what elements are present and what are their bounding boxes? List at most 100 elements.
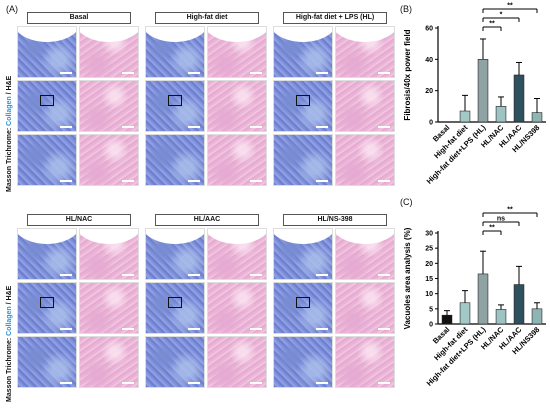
panel-a-letter: (A) <box>6 4 18 14</box>
masson-trichrome-tile <box>273 26 333 78</box>
he-stain-tile <box>335 336 395 388</box>
masson-trichrome-tile <box>273 336 333 388</box>
zoom-region-box <box>296 95 310 106</box>
group-header: Basal <box>27 12 131 24</box>
y-tick-label: 5 <box>429 306 433 313</box>
masson-trichrome-tile <box>17 336 77 388</box>
group-header: HL/NAC <box>27 214 131 226</box>
bar <box>477 59 489 123</box>
scale-bar <box>378 126 390 128</box>
masson-trichrome-tile <box>17 134 77 186</box>
zoom-region-box <box>296 297 310 308</box>
significance-label: ** <box>489 225 495 232</box>
bar <box>531 308 543 325</box>
scale-bar <box>60 180 72 182</box>
scale-bar <box>250 274 262 276</box>
scale-bar <box>316 126 328 128</box>
y-axis-label: Fibrosis/40x power field <box>403 29 412 120</box>
zoom-region-box <box>168 95 182 106</box>
masson-trichrome-tile <box>17 80 77 132</box>
y-tick-label: 40 <box>425 57 433 64</box>
he-stain-tile <box>207 228 267 280</box>
he-stain-tile <box>207 80 267 132</box>
masson-trichrome-tile <box>145 26 205 78</box>
panel-a-row-label-bottom: Masson Trichrome: Collagen / H&E <box>6 285 13 402</box>
bar <box>513 284 525 325</box>
scale-bar <box>60 328 72 330</box>
scale-bar <box>60 72 72 74</box>
masson-trichrome-tile <box>273 134 333 186</box>
he-stain-tile <box>79 228 139 280</box>
he-stain-tile <box>335 282 395 334</box>
he-stain-tile <box>335 228 395 280</box>
he-stain-tile <box>335 134 395 186</box>
scale-bar <box>188 180 200 182</box>
scale-bar <box>122 72 134 74</box>
bar <box>459 110 471 123</box>
scale-bar <box>250 328 262 330</box>
scale-bar <box>188 328 200 330</box>
scale-bar <box>188 382 200 384</box>
scale-bar <box>250 180 262 182</box>
significance-label: * <box>500 12 503 19</box>
panel-c-letter: (C) <box>400 197 413 207</box>
scale-bar <box>60 274 72 276</box>
significance-label: ns <box>497 216 505 223</box>
scale-bar <box>122 382 134 384</box>
scale-bar <box>188 126 200 128</box>
y-tick-label: 30 <box>425 231 433 238</box>
he-stain-tile <box>79 80 139 132</box>
he-stain-tile <box>79 336 139 388</box>
he-stain-tile <box>335 26 395 78</box>
masson-trichrome-tile <box>145 134 205 186</box>
he-stain-tile <box>207 336 267 388</box>
group-header: HL/NS-398 <box>283 214 387 226</box>
group-header: HL/AAC <box>155 214 259 226</box>
masson-trichrome-tile <box>273 282 333 334</box>
masson-trichrome-tile <box>145 228 205 280</box>
zoom-region-box <box>168 297 182 308</box>
masson-trichrome-tile <box>145 282 205 334</box>
masson-trichrome-tile <box>17 228 77 280</box>
scale-bar <box>122 328 134 330</box>
masson-trichrome-tile <box>17 282 77 334</box>
y-tick-label: 20 <box>425 261 433 268</box>
y-tick-label: 15 <box>425 276 433 283</box>
scale-bar <box>250 126 262 128</box>
masson-trichrome-tile <box>273 80 333 132</box>
he-stain-tile <box>79 26 139 78</box>
bar <box>495 309 507 325</box>
group-header: High-fat diet <box>155 12 259 24</box>
zoom-region-box <box>40 95 54 106</box>
scale-bar <box>316 180 328 182</box>
bar <box>531 112 543 123</box>
group-header: High-fat diet + LPS (HL) <box>283 12 387 24</box>
he-stain-tile <box>335 80 395 132</box>
masson-trichrome-tile <box>145 336 205 388</box>
y-tick-label: 10 <box>425 291 433 298</box>
he-stain-tile <box>79 282 139 334</box>
scale-bar <box>60 382 72 384</box>
he-stain-tile <box>207 134 267 186</box>
scale-bar <box>122 180 134 182</box>
he-stain-tile <box>79 134 139 186</box>
scale-bar <box>60 126 72 128</box>
scale-bar <box>378 180 390 182</box>
scale-bar <box>250 382 262 384</box>
bar <box>513 74 525 123</box>
masson-trichrome-tile <box>17 26 77 78</box>
scale-bar <box>250 72 262 74</box>
he-stain-tile <box>207 26 267 78</box>
bar <box>459 302 471 325</box>
bar <box>477 273 489 325</box>
bar <box>495 106 507 123</box>
scale-bar <box>316 382 328 384</box>
scale-bar <box>378 382 390 384</box>
masson-trichrome-tile <box>145 80 205 132</box>
scale-bar <box>316 328 328 330</box>
significance-label: ** <box>507 207 513 214</box>
y-tick-label: 25 <box>425 246 433 253</box>
he-stain-tile <box>207 282 267 334</box>
